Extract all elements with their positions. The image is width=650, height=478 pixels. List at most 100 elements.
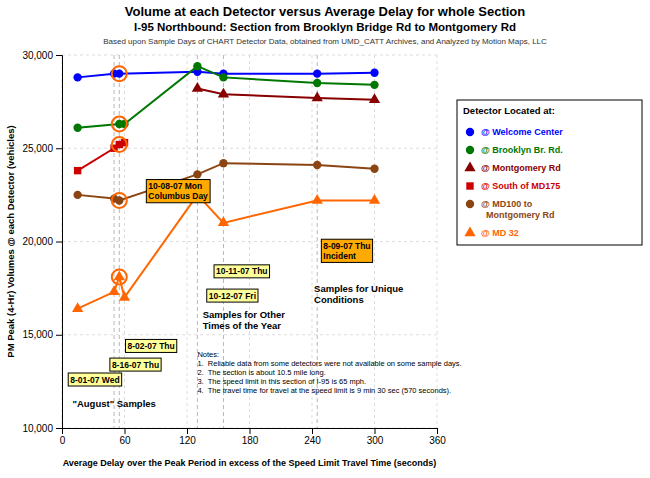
annotation-box [68, 373, 121, 386]
point [108, 285, 119, 295]
tick-label: 10,000 [22, 423, 53, 434]
annotation-line: Samples for Other [203, 309, 286, 320]
tick-mark [56, 242, 62, 243]
series [73, 159, 378, 205]
annotation-text: 10-08-07 MonColumbus Day [148, 181, 208, 201]
axis-line [63, 429, 438, 435]
point [115, 69, 123, 77]
tick-mark [312, 428, 313, 434]
subtitle: I-95 Northbound: Section from Brooklyn B… [134, 21, 516, 33]
legend-entry-line: @ Montgomery Rd [481, 163, 561, 173]
title: Volume at each Detector versus Average D… [125, 4, 526, 19]
note-line: 1. Reliable data from some detectors wer… [197, 359, 461, 368]
note-line: 3. The speed limit in this section of I-… [197, 377, 366, 386]
point [312, 194, 323, 204]
grid [62, 55, 437, 428]
annotation-line: 10-08-07 Mon [148, 181, 202, 191]
x-tick: 180 [242, 428, 259, 446]
legend: Detector Located at: @ Welcome Center @ Br… [457, 100, 642, 245]
legend-entry-line: Montgomery Rd [481, 210, 555, 220]
note-line: 2. The section is about 10.5 mile long. [197, 368, 325, 377]
series-line [197, 89, 374, 100]
legend-entry-line: @ MD100 to [481, 199, 533, 209]
annotation-line: Columbus Day [148, 191, 208, 201]
annotation-text: 10-12-07 Fri [209, 291, 256, 301]
annotation-line: Incident [323, 251, 356, 261]
point [370, 81, 378, 89]
legend-entry: @ MD 32 [481, 228, 519, 238]
legend-title: Detector Located at: [463, 105, 555, 116]
series [73, 68, 378, 82]
annotation-text: Samples for UniqueConditions [314, 283, 403, 305]
x-tick: 60 [119, 428, 131, 446]
point [218, 216, 229, 226]
annotation: 8-16-07 Thu [110, 358, 161, 371]
annotation-text: Samples for OtherTimes of the Year [203, 309, 286, 331]
highlights [112, 66, 127, 284]
point [218, 88, 229, 98]
y-tick: 25,000 [22, 143, 62, 154]
point [72, 302, 83, 312]
x-tick: 240 [304, 428, 321, 446]
highlight-ring [112, 269, 127, 284]
annotation-line: 8-01-07 Wed [70, 375, 119, 385]
tick-label: 60 [119, 435, 131, 446]
x-axis-title: Average Delay over the Peak Period in ex… [63, 458, 437, 468]
note-line: Notes: [197, 350, 219, 359]
axis-line [56, 56, 63, 429]
x-tick: 300 [367, 428, 384, 446]
highlight-ring [112, 66, 127, 81]
reference-line [119, 55, 120, 428]
reference-line [114, 55, 115, 428]
tick-mark [56, 55, 62, 56]
point [119, 291, 130, 301]
legend-entry-line: @ Welcome Center [481, 127, 563, 137]
annotation-text: 8-01-07 Wed [70, 375, 119, 385]
point [313, 79, 321, 87]
tick-mark [187, 428, 188, 434]
annotation-line: 10-11-07 Thu [216, 266, 268, 276]
annotation-box [146, 180, 210, 203]
x-tick: 360 [429, 428, 446, 446]
point [312, 91, 323, 101]
point [73, 191, 81, 199]
annotation: 8-09-07 ThuIncident [321, 239, 372, 262]
point [369, 93, 380, 103]
legend-marker [466, 200, 474, 208]
legend-entry: @ MD100 to Montgomery Rd [481, 199, 555, 220]
annotation-line: Times of the Year [203, 320, 282, 331]
tick-label: 15,000 [22, 329, 53, 340]
y-axis: 10,00015,00020,00025,00030,000 [22, 50, 62, 434]
annotation-line: 8-16-07 Thu [112, 360, 159, 370]
tick-mark [437, 428, 438, 434]
legend-entry: @ Montgomery Rd [481, 163, 561, 173]
legend-entry: @ Brooklyn Br. Rd. [481, 145, 563, 155]
point [370, 69, 378, 77]
tick-mark [125, 428, 126, 434]
annotation: Samples for OtherTimes of the Year [203, 309, 286, 331]
tick-label: 240 [304, 435, 321, 446]
grid-line-y [62, 334, 437, 335]
tick-label: 0 [60, 435, 66, 446]
point [73, 124, 81, 132]
annotation: 8-01-07 Wed [68, 373, 121, 386]
annotation-box [321, 239, 372, 262]
annotation: Samples for UniqueConditions [314, 283, 403, 305]
legend-entry: @ Welcome Center [481, 127, 563, 137]
point [115, 196, 123, 204]
tick-mark [375, 428, 376, 434]
tick-mark [56, 428, 62, 429]
annotation-line: "August" Samples [72, 398, 155, 409]
series-line [78, 66, 375, 128]
tick-label: 360 [429, 435, 446, 446]
series [72, 188, 380, 312]
x-tick: 120 [179, 428, 196, 446]
legend-box [457, 100, 642, 245]
legend-marker [466, 128, 474, 136]
grid-line-x [187, 55, 188, 428]
y-tick: 15,000 [22, 329, 62, 340]
annotation-text: 8-09-07 ThuIncident [323, 241, 370, 261]
x-axis: 0 60 120 180 240 300 360 [60, 428, 447, 446]
point [192, 82, 203, 92]
subtitle: Based upon Sample Days of CHART Detector… [103, 37, 547, 46]
